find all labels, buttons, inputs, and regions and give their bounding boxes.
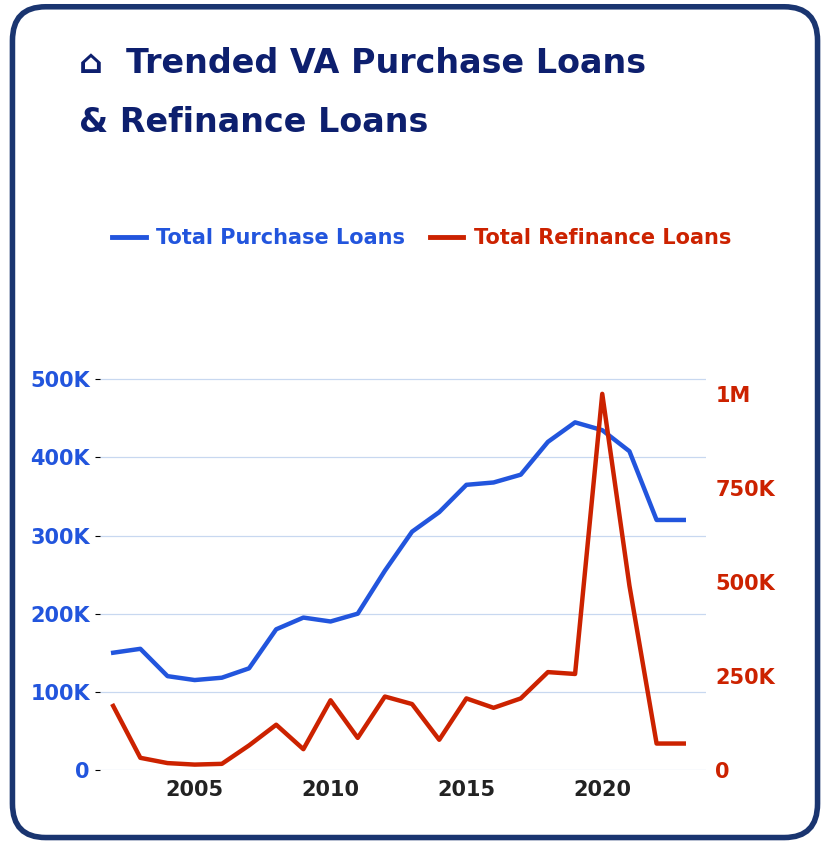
Legend: Total Purchase Loans, Total Refinance Loans: Total Purchase Loans, Total Refinance Lo… (104, 220, 740, 256)
Text: ⌂  Trended VA Purchase Loans: ⌂ Trended VA Purchase Loans (79, 47, 646, 80)
Text: & Refinance Loans: & Refinance Loans (79, 106, 428, 139)
